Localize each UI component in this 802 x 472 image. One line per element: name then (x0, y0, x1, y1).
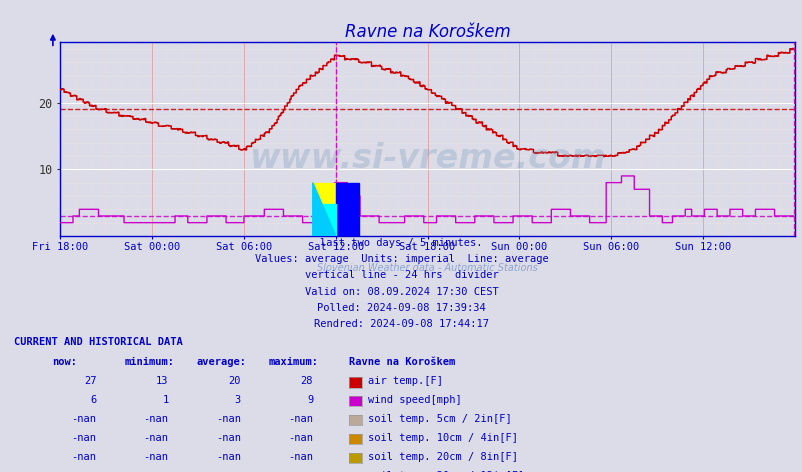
Text: air temp.[F]: air temp.[F] (367, 376, 442, 386)
Text: www.si-vreme.com: www.si-vreme.com (249, 142, 606, 175)
Text: -nan: -nan (288, 452, 313, 462)
Text: minimum:: minimum: (124, 357, 174, 367)
Text: -nan: -nan (71, 471, 96, 472)
Text: -nan: -nan (216, 452, 241, 462)
Text: average:: average: (196, 357, 246, 367)
Text: soil temp. 30cm / 12in[F]: soil temp. 30cm / 12in[F] (367, 471, 524, 472)
Text: vertical line - 24 hrs  divider: vertical line - 24 hrs divider (304, 270, 498, 280)
Title: Ravne na Koroškem: Ravne na Koroškem (344, 23, 510, 41)
Text: CURRENT AND HISTORICAL DATA: CURRENT AND HISTORICAL DATA (14, 337, 183, 347)
Text: 6: 6 (90, 395, 96, 405)
Text: -nan: -nan (71, 452, 96, 462)
Text: -nan: -nan (71, 414, 96, 424)
Text: 28: 28 (300, 376, 313, 386)
Text: -nan: -nan (216, 414, 241, 424)
Text: maximum:: maximum: (269, 357, 318, 367)
Text: 9: 9 (306, 395, 313, 405)
Text: last two days / 5 minutes.: last two days / 5 minutes. (320, 238, 482, 248)
Text: Polled: 2024-09-08 17:39:34: Polled: 2024-09-08 17:39:34 (317, 303, 485, 312)
Text: soil temp. 10cm / 4in[F]: soil temp. 10cm / 4in[F] (367, 433, 517, 443)
Text: now:: now: (52, 357, 77, 367)
Text: 13: 13 (156, 376, 168, 386)
Text: -nan: -nan (144, 414, 168, 424)
Text: 20: 20 (228, 376, 241, 386)
Text: wind speed[mph]: wind speed[mph] (367, 395, 461, 405)
Text: Ravne na Koroškem: Ravne na Koroškem (349, 357, 455, 367)
Text: -nan: -nan (216, 471, 241, 472)
Text: Rendred: 2024-09-08 17:44:17: Rendred: 2024-09-08 17:44:17 (314, 319, 488, 329)
Text: Valid on: 08.09.2024 17:30 CEST: Valid on: 08.09.2024 17:30 CEST (304, 287, 498, 296)
Text: -nan: -nan (144, 452, 168, 462)
Text: -nan: -nan (144, 471, 168, 472)
Text: soil temp. 20cm / 8in[F]: soil temp. 20cm / 8in[F] (367, 452, 517, 462)
Text: Values: average  Units: imperial  Line: average: Values: average Units: imperial Line: av… (254, 254, 548, 264)
Text: -nan: -nan (216, 433, 241, 443)
Text: -nan: -nan (71, 433, 96, 443)
Text: 3: 3 (234, 395, 241, 405)
Text: 1: 1 (162, 395, 168, 405)
Text: -nan: -nan (288, 414, 313, 424)
Text: Slovenian Weather data - Automatic Stations: Slovenian Weather data - Automatic Stati… (317, 263, 537, 273)
Text: soil temp. 5cm / 2in[F]: soil temp. 5cm / 2in[F] (367, 414, 511, 424)
Bar (313, 204, 335, 236)
Polygon shape (313, 183, 335, 236)
Text: 27: 27 (83, 376, 96, 386)
Bar (313, 183, 335, 236)
Text: -nan: -nan (144, 433, 168, 443)
Bar (335, 183, 358, 236)
Text: -nan: -nan (288, 433, 313, 443)
Text: -nan: -nan (288, 471, 313, 472)
